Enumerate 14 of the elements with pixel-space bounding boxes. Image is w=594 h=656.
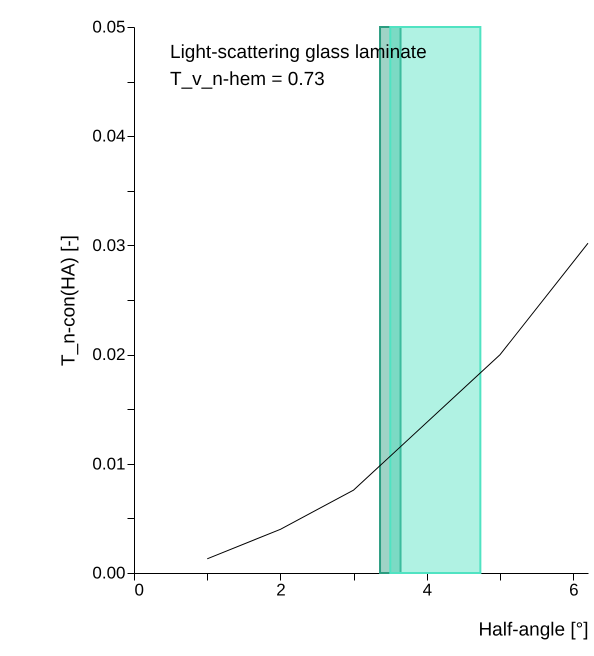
line-series [206, 242, 588, 560]
y-axis-title: T_n-con(HA) [-] [58, 235, 80, 366]
y-tick-label: 0.01 [92, 454, 126, 474]
y-tick-label: 0.04 [92, 126, 126, 146]
y-tick-label: 0.00 [92, 564, 126, 582]
x-tick-label: 2 [276, 580, 286, 600]
annotation: T_v_n-hem = 0.73 [170, 69, 325, 90]
y-tick-label: 0.05 [92, 18, 126, 36]
x-tick-label: 0 [134, 580, 144, 600]
y-tick-label: 0.02 [92, 345, 126, 364]
x-tick-label: 4 [422, 580, 432, 600]
x-axis-title: Half-angle [°] [478, 620, 588, 640]
y-tick-label: 0.03 [92, 236, 126, 255]
x-tick-label: 6 [569, 580, 579, 600]
